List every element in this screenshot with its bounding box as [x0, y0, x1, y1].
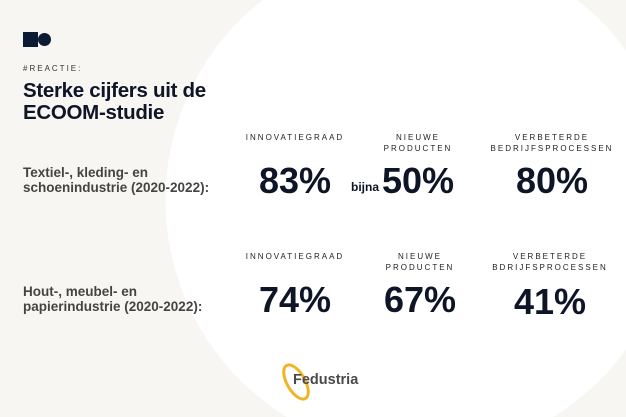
stat-value: 83%: [258, 160, 332, 201]
stat-prefix: bijna: [351, 180, 380, 194]
stat-caption: NIEUWE PRODUCTEN: [385, 252, 455, 272]
fedustria-logo: Fedustria: [276, 362, 366, 412]
brand-name: Fedustria: [293, 372, 359, 388]
stat-value: 74%: [258, 279, 332, 320]
row-label-line: Hout-, meubel- en: [23, 284, 137, 299]
stat-value: 80%: [515, 160, 589, 201]
logo-circle-icon: [38, 33, 51, 46]
orbit-icon: [282, 363, 310, 401]
stat-value: 67%: [383, 279, 457, 320]
stat-caption: VERBETERDE BDRIJFSPROCESSEN: [492, 252, 608, 272]
stat-caption: NIEUWE PRODUCTEN: [383, 133, 453, 153]
row-label-textiel: Textiel-, kleding- en schoenindustrie (2…: [23, 165, 209, 195]
stat-caption: VERBETERDE BEDRIJFSPROCESSEN: [490, 133, 614, 153]
stat-caption: INNOVATIEGRAAD: [245, 133, 345, 142]
stat-value: 41%: [513, 281, 587, 322]
row-label-hout: Hout-, meubel- en papierindustrie (2020-…: [23, 284, 202, 314]
title-line-1: Sterke cijfers uit de: [23, 79, 206, 102]
row-label-line: Textiel-, kleding- en: [23, 165, 149, 180]
stat-value: 50%: [381, 160, 455, 201]
logo-square-icon: [23, 32, 38, 47]
tag-label: #REACTIE:: [23, 64, 83, 73]
page-title: Sterke cijfers uit de ECOOM-studie: [23, 80, 206, 124]
row-label-line: schoenindustrie (2020-2022):: [23, 180, 210, 195]
stat-caption: INNOVATIEGRAAD: [245, 252, 345, 261]
title-line-2: ECOOM-studie: [23, 101, 165, 124]
row-label-line: papierindustrie (2020-2022):: [23, 299, 203, 314]
